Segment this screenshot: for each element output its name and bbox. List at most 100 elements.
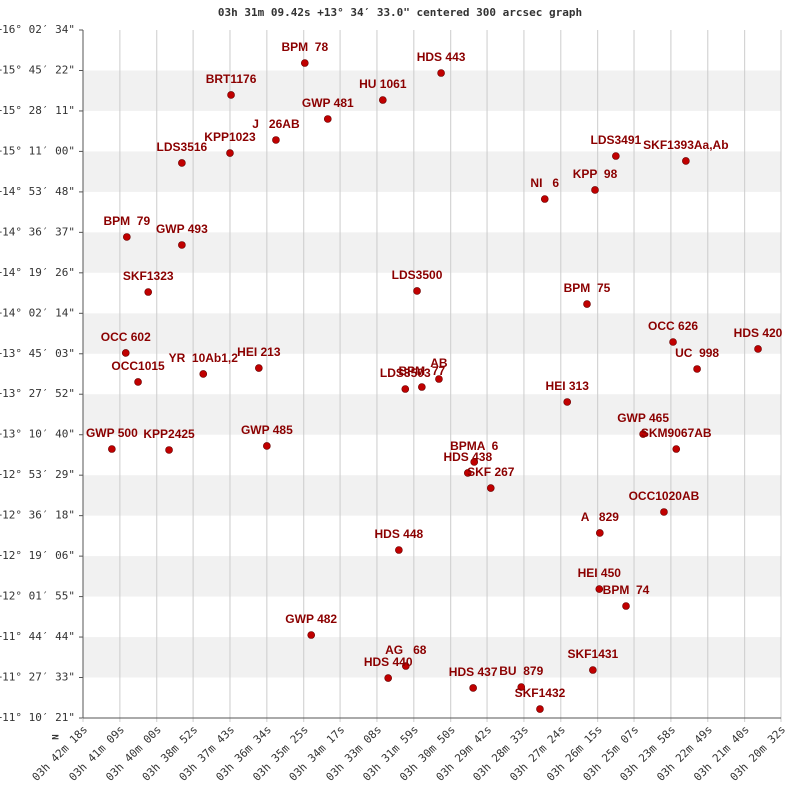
star-label: GWP 465 (617, 411, 669, 425)
star-label: A 829 (581, 510, 620, 524)
y-tick-label: +12° 19′ 06" (0, 549, 75, 562)
star-label: SKF1432 (515, 686, 566, 700)
star (379, 96, 387, 104)
band (83, 70, 781, 111)
star (401, 385, 410, 393)
star (418, 383, 426, 391)
star-label: HDS 448 (375, 527, 424, 541)
star-label: LDS3500 (392, 268, 443, 282)
y-tick-label: +16° 02′ 34" (0, 23, 75, 36)
star-label: KPP1023 (204, 130, 256, 144)
y-tick-label: +15° 45′ 22" (0, 63, 75, 76)
star-label: BPM 78 (281, 40, 328, 54)
star-label: GWP 493 (156, 222, 208, 236)
y-tick-label: +14° 02′ 14" (0, 306, 75, 319)
band (83, 151, 781, 192)
y-tick-label: +11° 27′ 33" (0, 671, 75, 684)
band (83, 394, 781, 435)
band (83, 232, 781, 273)
star-label: HU 1061 (359, 77, 407, 91)
y-tick-label: +13° 10′ 40" (0, 428, 75, 441)
star (226, 149, 234, 157)
star (469, 684, 477, 692)
star (402, 662, 410, 670)
y-tick-label: +12° 01′ 55" (0, 590, 75, 603)
star-label: HDS 440 (364, 655, 413, 669)
star-label: GWP 485 (241, 423, 293, 437)
star (263, 442, 271, 450)
star-label: LDS3516 (157, 140, 208, 154)
star (144, 288, 153, 296)
star (596, 529, 604, 537)
star-label: OCC1020AB (629, 489, 700, 503)
star (589, 666, 597, 674)
star (165, 446, 173, 454)
band (83, 313, 781, 354)
star (227, 91, 235, 99)
star (178, 159, 186, 167)
star (323, 115, 332, 123)
star (591, 186, 599, 194)
y-tick-label: +13° 27′ 52" (0, 387, 75, 400)
star-label: BPMA 6 (450, 439, 499, 453)
star (464, 469, 472, 477)
star-label: OCC 626 (648, 319, 698, 333)
y-tick-label: +12° 53′ 29" (0, 468, 75, 481)
star (486, 484, 495, 492)
star (639, 430, 647, 438)
y-tick-label: +14° 36′ 37" (0, 225, 75, 238)
star (300, 59, 309, 67)
star (395, 546, 403, 554)
star (384, 674, 392, 682)
star (622, 602, 630, 610)
star (612, 152, 620, 160)
star-label: BPM 75 (564, 281, 611, 295)
star (435, 375, 443, 383)
star (583, 300, 591, 308)
band (83, 556, 781, 597)
star-label: OCC1015 (111, 359, 165, 373)
star (470, 458, 479, 466)
star (307, 631, 316, 639)
star-label: LDS3491 (591, 133, 642, 147)
y-tick-label: +14° 53′ 48" (0, 185, 75, 198)
star-label: GWP 482 (285, 612, 337, 626)
star-label: HEI 213 (237, 345, 281, 359)
star-label: SKF1323 (123, 269, 174, 283)
star-label: SKF 267 (467, 465, 515, 479)
star (121, 349, 130, 357)
star-label: HDS 437 (449, 665, 498, 679)
star-label: SKF1393Aa,Ab (643, 138, 728, 152)
compass: N (52, 734, 62, 739)
star-label: GWP 500 (86, 426, 138, 440)
star (178, 241, 186, 249)
star-label: HDS 443 (417, 50, 466, 64)
star (693, 365, 701, 373)
star-label: HEI 450 (578, 566, 622, 580)
star-label: LDS3503 (380, 366, 431, 380)
y-tick-label: +13° 45′ 03" (0, 347, 75, 360)
star (672, 445, 681, 453)
star-label: AG 68 (385, 643, 427, 657)
star (536, 705, 544, 713)
star (669, 338, 677, 346)
star-label: J 26AB (252, 117, 300, 131)
star-label: GWP 481 (302, 96, 354, 110)
star-label: BPM 77 (399, 364, 446, 378)
star-label: UC 998 (675, 346, 719, 360)
star (595, 585, 604, 593)
star-label: HEI 313 (546, 379, 590, 393)
star-label: KPP2425 (143, 427, 195, 441)
y-tick-label: +12° 36′ 18" (0, 509, 75, 522)
chart-title: 03h 31m 09.42s +13° 34′ 33.0" centered 3… (218, 6, 582, 19)
star (413, 287, 421, 295)
star-label: BRT1176 (206, 72, 257, 86)
star (108, 445, 116, 453)
y-tick-label: +14° 19′ 26" (0, 266, 75, 279)
star-label: NI 6 (530, 176, 559, 190)
star-label: SKM9067AB (641, 426, 712, 440)
star-label: KPP 98 (573, 167, 618, 181)
bands (83, 70, 781, 678)
star (754, 345, 762, 353)
star-label: HDS 420 (734, 326, 783, 340)
